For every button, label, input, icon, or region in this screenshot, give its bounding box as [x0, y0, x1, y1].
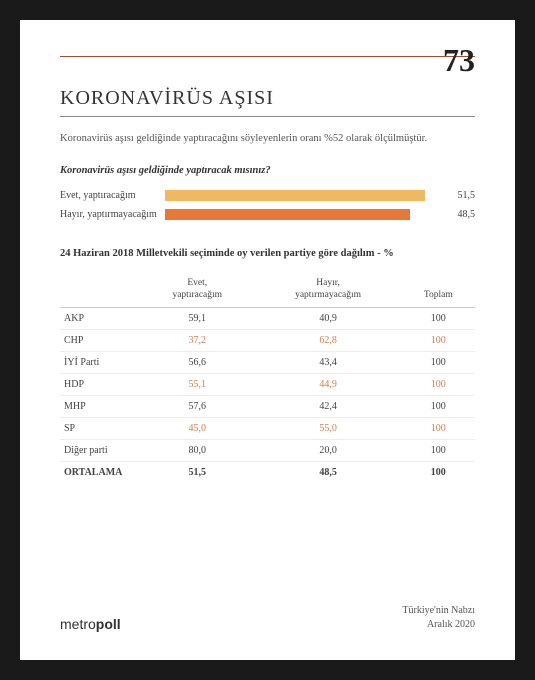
table-row: HDP55,144,9100 — [60, 374, 475, 396]
table-cell: CHP — [60, 330, 140, 352]
table-header: Evet,yaptıracağım — [140, 271, 255, 308]
bar-row: Hayır, yaptırmayacağım 48,5 — [60, 209, 475, 220]
table-cell: 100 — [402, 418, 475, 440]
table-cell: 56,6 — [140, 352, 255, 374]
table-cell: 55,1 — [140, 374, 255, 396]
bar-value: 48,5 — [443, 209, 475, 220]
table-cell: 20,0 — [255, 440, 402, 462]
bar-label: Evet, yaptıracağım — [60, 190, 165, 201]
table-cell: 48,5 — [255, 462, 402, 484]
party-table: Evet,yaptıracağımHayır,yaptırmayacağımTo… — [60, 271, 475, 484]
bar-value: 51,5 — [443, 190, 475, 201]
bar-chart: Evet, yaptıracağım 51,5 Hayır, yaptırmayac… — [60, 190, 475, 228]
table-header: Toplam — [402, 271, 475, 308]
table-cell: 59,1 — [140, 308, 255, 330]
table-row: ORTALAMA51,548,5100 — [60, 462, 475, 484]
footer-line2: Aralık 2020 — [402, 618, 475, 632]
table-cell: 100 — [402, 308, 475, 330]
table-cell: 100 — [402, 440, 475, 462]
footer: metropoll Türkiye'nin Nabzı Aralık 2020 — [60, 584, 475, 632]
table-cell: 55,0 — [255, 418, 402, 440]
brand-bold: poll — [96, 616, 121, 632]
table-row: CHP37,262,8100 — [60, 330, 475, 352]
table-cell: Diğer parti — [60, 440, 140, 462]
page: 73 KORONAVİRÜS AŞISI Koronavirüs aşısı g… — [20, 20, 515, 660]
bar-track — [165, 190, 443, 201]
bar-fill — [165, 209, 410, 220]
table-cell: 51,5 — [140, 462, 255, 484]
table-cell: 100 — [402, 396, 475, 418]
table-row: İYİ Parti56,643,4100 — [60, 352, 475, 374]
table-cell: 37,2 — [140, 330, 255, 352]
table-cell: İYİ Parti — [60, 352, 140, 374]
brand-light: metro — [60, 616, 96, 632]
top-rule — [60, 56, 475, 57]
table-cell: SP — [60, 418, 140, 440]
page-title: KORONAVİRÜS AŞISI — [60, 87, 475, 110]
footer-line1: Türkiye'nin Nabzı — [402, 604, 475, 618]
bar-label: Hayır, yaptırmayacağım — [60, 209, 165, 220]
table-cell: 43,4 — [255, 352, 402, 374]
table-cell: 80,0 — [140, 440, 255, 462]
table-row: Diğer parti80,020,0100 — [60, 440, 475, 462]
brand-logo: metropoll — [60, 616, 121, 632]
table-cell: 100 — [402, 352, 475, 374]
intro-text: Koronavirüs aşısı geldiğinde yaptıracağı… — [60, 131, 475, 147]
footer-meta: Türkiye'nin Nabzı Aralık 2020 — [402, 604, 475, 632]
table-cell: 42,4 — [255, 396, 402, 418]
table-cell: 40,9 — [255, 308, 402, 330]
bar-fill — [165, 190, 425, 201]
table-cell: AKP — [60, 308, 140, 330]
page-number: 73 — [443, 42, 475, 79]
table-row: AKP59,140,9100 — [60, 308, 475, 330]
table-cell: 44,9 — [255, 374, 402, 396]
table-title: 24 Haziran 2018 Milletvekili seçiminde o… — [60, 248, 475, 259]
title-rule — [60, 116, 475, 117]
table-cell: 100 — [402, 462, 475, 484]
bar-track — [165, 209, 443, 220]
table-row: MHP57,642,4100 — [60, 396, 475, 418]
table-cell: 100 — [402, 330, 475, 352]
table-header: Hayır,yaptırmayacağım — [255, 271, 402, 308]
table-cell: 62,8 — [255, 330, 402, 352]
table-cell: ORTALAMA — [60, 462, 140, 484]
table-cell: HDP — [60, 374, 140, 396]
table-cell: 57,6 — [140, 396, 255, 418]
question-text: Koronavirüs aşısı geldiğinde yaptıracak … — [60, 165, 475, 176]
table-cell: 100 — [402, 374, 475, 396]
bar-row: Evet, yaptıracağım 51,5 — [60, 190, 475, 201]
table-cell: 45,0 — [140, 418, 255, 440]
table-header — [60, 271, 140, 308]
table-cell: MHP — [60, 396, 140, 418]
table-row: SP45,055,0100 — [60, 418, 475, 440]
